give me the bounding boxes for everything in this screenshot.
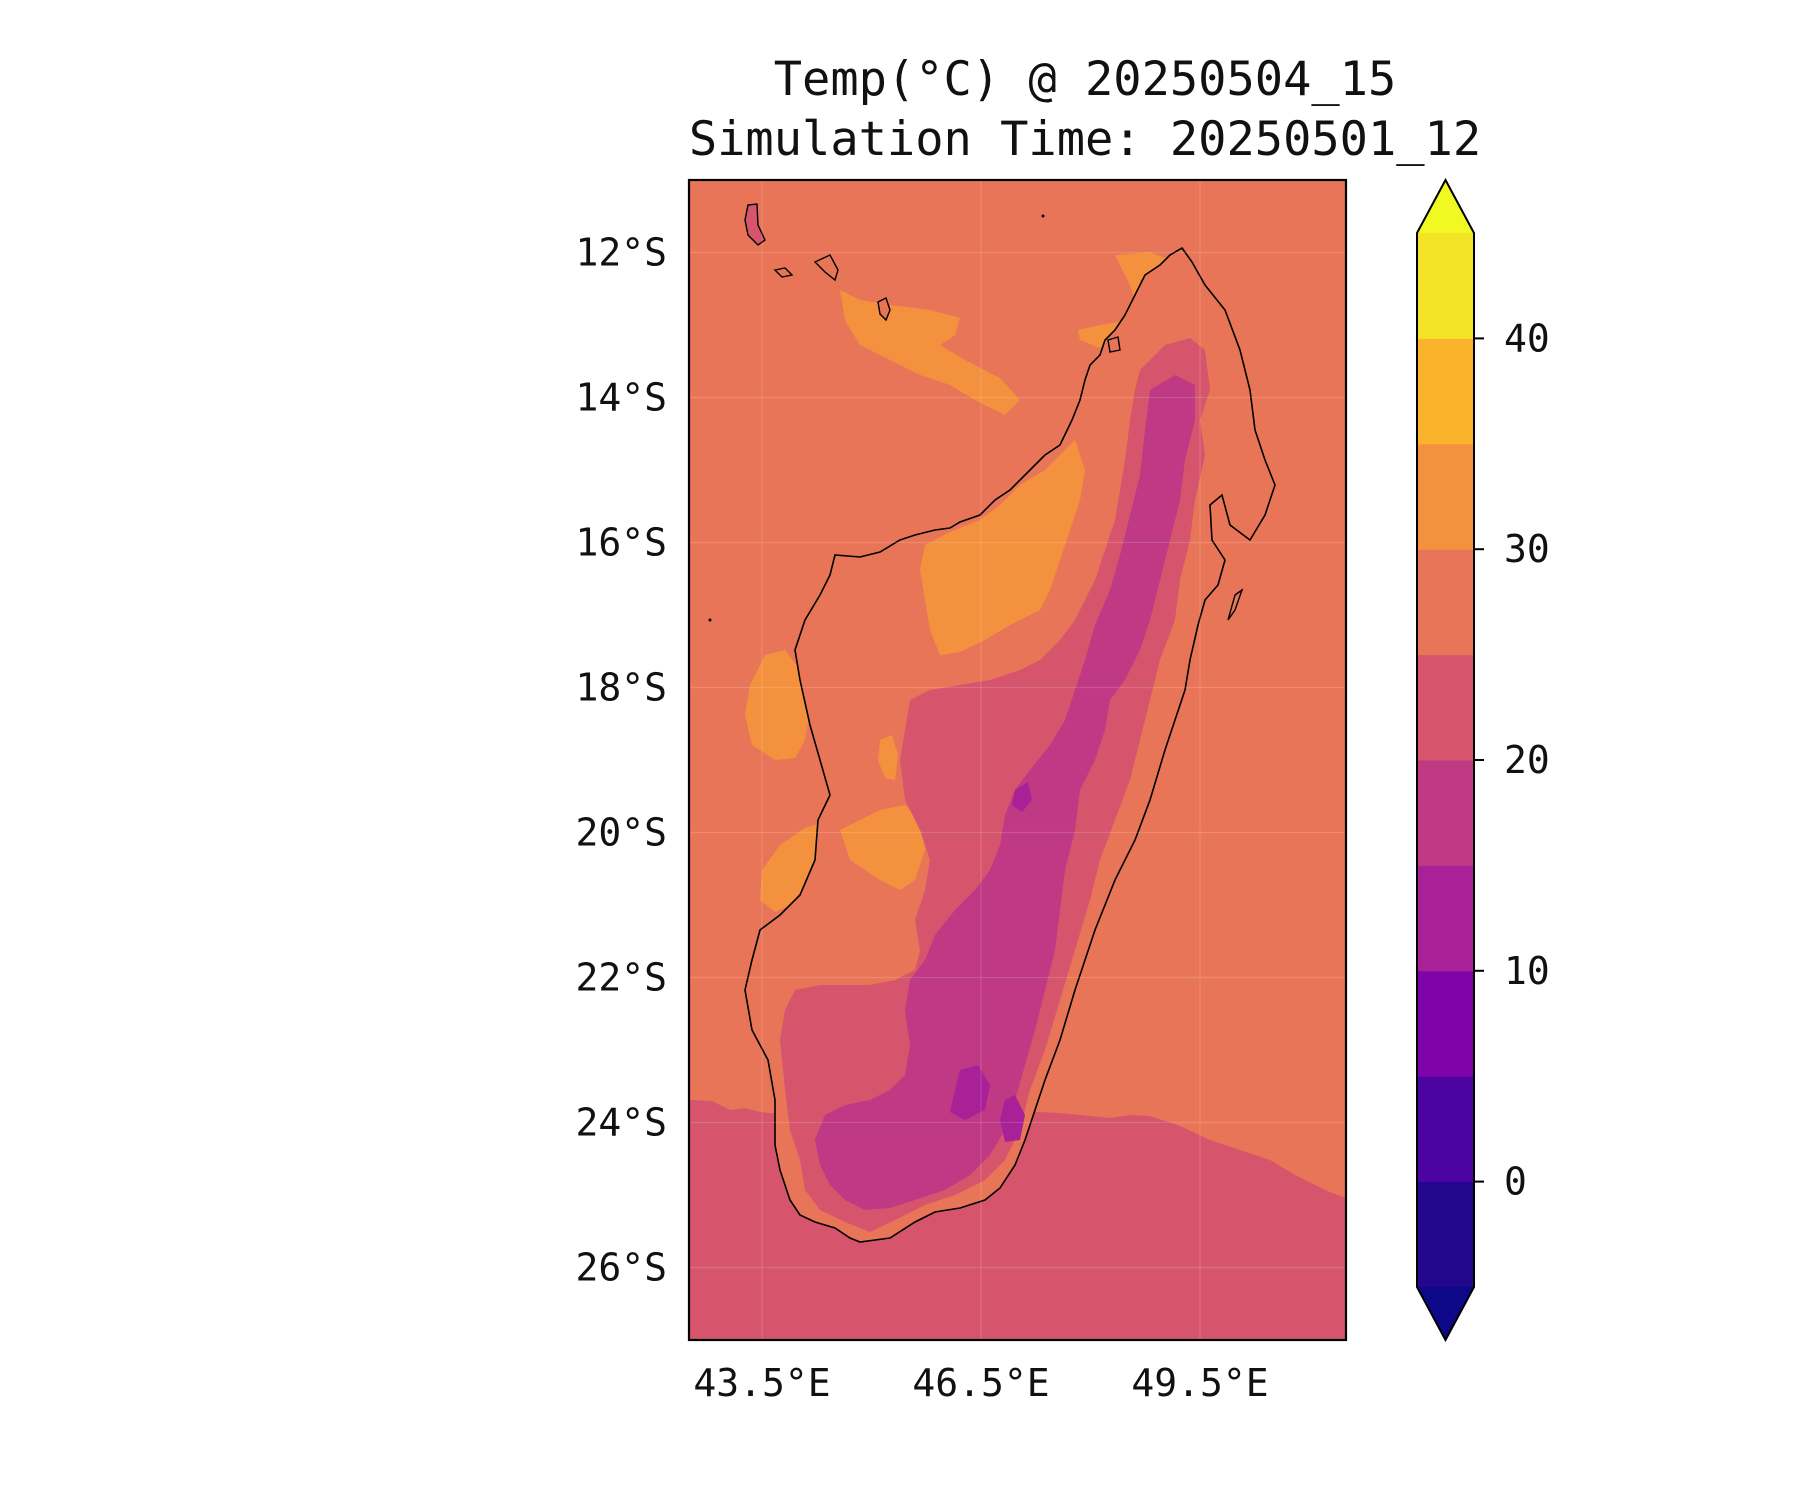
island-sainte-marie bbox=[1227, 588, 1244, 621]
land-cold-spine bbox=[815, 375, 1195, 1210]
island-comoros-moheli bbox=[773, 267, 794, 278]
land-colder-patch-central bbox=[1012, 782, 1032, 812]
land-colder-patch-south bbox=[950, 1065, 990, 1120]
colorbar-band bbox=[1417, 865, 1474, 972]
warm-plume-west-coast bbox=[745, 650, 812, 760]
lon-tick-label: 49.5°E bbox=[1131, 1361, 1268, 1405]
colorbar-extend-bottom bbox=[1417, 1287, 1474, 1340]
island-comoros-anjouan bbox=[813, 254, 839, 282]
land-warm-zone-west-small bbox=[878, 735, 898, 780]
map-subtitle: Simulation Time: 20250501_12 bbox=[688, 112, 1482, 167]
colorbar-extend-top bbox=[1417, 180, 1474, 233]
lat-tick-label: 20°S bbox=[575, 811, 667, 855]
map-plot-area bbox=[689, 180, 1346, 1340]
colorbar-tick-label: 40 bbox=[1504, 316, 1550, 360]
map-gridlines bbox=[689, 180, 1346, 1340]
lat-tick-label: 24°S bbox=[575, 1101, 667, 1145]
colorbar-tick-label: 10 bbox=[1504, 949, 1550, 993]
island-speck-west bbox=[708, 618, 712, 622]
lat-tick-label: 14°S bbox=[575, 376, 667, 420]
warm-plume-northwest bbox=[840, 290, 1020, 415]
colorbar-outline bbox=[1416, 177, 1475, 1343]
colorbar-band bbox=[1417, 970, 1474, 1077]
colorbar-tick-label: 20 bbox=[1504, 738, 1550, 782]
colorbar-tick-label: 30 bbox=[1504, 527, 1550, 571]
map-frame bbox=[687, 178, 1348, 1342]
colorbar-band bbox=[1417, 654, 1474, 761]
island-mayotte bbox=[877, 297, 891, 322]
island-nosy-be bbox=[1107, 336, 1121, 353]
land-warm-zone-west bbox=[840, 805, 925, 890]
land-colder-patch-southeast bbox=[1000, 1095, 1025, 1142]
colorbar-band bbox=[1417, 549, 1474, 656]
island-comoros-grande bbox=[744, 203, 766, 246]
colorbar-band bbox=[1417, 338, 1474, 445]
lat-tick-label: 12°S bbox=[575, 231, 667, 275]
land-cool-highlands bbox=[780, 338, 1210, 1232]
madagascar-coastline bbox=[744, 246, 1276, 1243]
colorbar-band bbox=[1417, 1181, 1474, 1288]
lon-tick-label: 46.5°E bbox=[912, 1361, 1049, 1405]
colorbar: 0 10 20 30 40 bbox=[1416, 177, 1550, 1343]
lat-tick-label: 26°S bbox=[575, 1246, 667, 1290]
map-title: Temp(°C) @ 20250504_15 bbox=[773, 52, 1397, 107]
longitude-labels: 43.5°E 46.5°E 49.5°E bbox=[693, 1361, 1268, 1405]
colorbar-band bbox=[1417, 1076, 1474, 1183]
colorbar-band bbox=[1417, 760, 1474, 866]
island-speck-north bbox=[1041, 214, 1045, 218]
land-warm-zone-northwest bbox=[920, 440, 1085, 655]
colorbar-band bbox=[1417, 443, 1474, 550]
colorbar-tick-label: 0 bbox=[1504, 1160, 1527, 1204]
lon-tick-label: 43.5°E bbox=[693, 1361, 830, 1405]
lat-tick-label: 16°S bbox=[575, 521, 667, 565]
lat-tick-label: 22°S bbox=[575, 956, 667, 1000]
lat-tick-label: 18°S bbox=[575, 666, 667, 710]
colorbar-band bbox=[1417, 233, 1474, 339]
latitude-labels: 12°S 14°S 16°S 18°S 20°S 22°S 24°S 26°S bbox=[575, 231, 667, 1290]
